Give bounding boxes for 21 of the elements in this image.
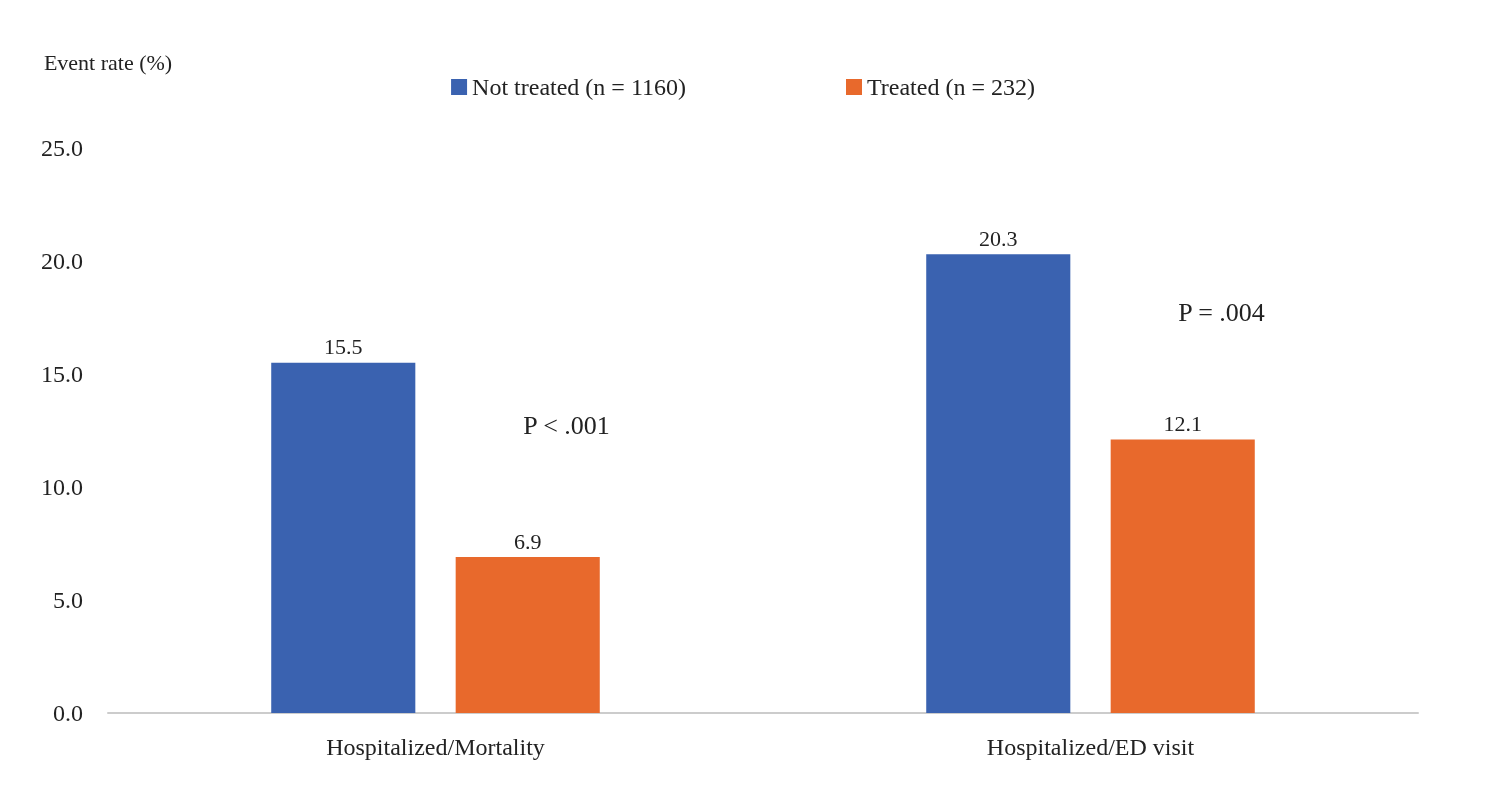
y-axis-title: Event rate (%)	[43, 49, 173, 75]
y-tick-label: 15.0	[41, 361, 83, 387]
bar	[1110, 439, 1255, 713]
data-label: 6.9	[513, 528, 542, 554]
x-tick-label: Hospitalized/Mortality	[326, 734, 545, 760]
bar	[455, 557, 600, 713]
annotation: P = .004	[1178, 298, 1265, 328]
x-tick-label: Hospitalized/ED visit	[986, 734, 1195, 760]
bar	[271, 362, 416, 713]
data-label: 12.1	[1163, 411, 1202, 437]
y-tick-label: 10.0	[41, 474, 83, 500]
bar	[926, 254, 1071, 713]
y-tick-label: 20.0	[41, 248, 83, 274]
legend-label: Not treated (n = 1160)	[472, 74, 686, 100]
y-tick-label: 5.0	[53, 587, 83, 613]
y-tick-label: 0.0	[53, 700, 83, 726]
data-label: 20.3	[979, 225, 1018, 251]
data-label: 15.5	[324, 334, 363, 360]
annotation: P < .001	[523, 411, 610, 441]
legend-label: Treated (n = 232)	[866, 74, 1035, 100]
y-tick-label: 25.0	[41, 135, 83, 161]
